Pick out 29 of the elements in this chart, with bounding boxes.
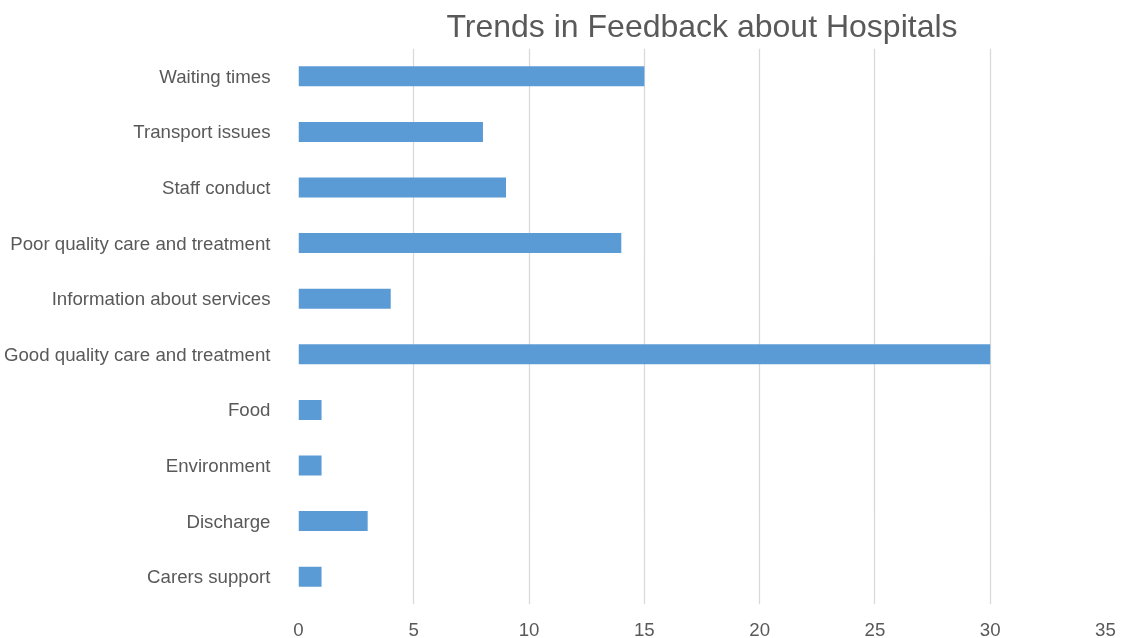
bar — [298, 344, 991, 365]
y-tick-label: Discharge — [186, 510, 271, 532]
bar — [298, 399, 322, 420]
x-tick-label: 15 — [633, 618, 655, 638]
y-tick-label: Food — [227, 399, 271, 421]
x-tick-label: 0 — [293, 618, 304, 638]
bar — [298, 566, 322, 587]
y-tick-label: Carers support — [147, 566, 272, 588]
y-tick-label: Waiting times — [159, 65, 271, 87]
x-tick-label: 5 — [408, 618, 419, 638]
x-tick-label: 25 — [864, 618, 886, 638]
y-tick-label: Good quality care and treatment — [3, 343, 272, 365]
y-tick-label: Staff conduct — [161, 177, 272, 198]
x-tick-label: 30 — [979, 618, 1001, 638]
bar — [298, 233, 622, 254]
x-tick-label: 10 — [518, 618, 540, 638]
bar — [298, 177, 507, 198]
y-tick-label: Transport issues — [133, 121, 271, 143]
bar — [298, 66, 645, 87]
bar — [298, 455, 322, 476]
bar — [298, 511, 368, 532]
y-tick-label: Environment — [165, 455, 272, 476]
y-tick-label: Information about services — [51, 288, 271, 310]
y-tick-label: Poor quality care and treatment — [10, 232, 272, 254]
bar — [298, 288, 391, 309]
x-tick-label: 35 — [1095, 618, 1116, 638]
chart-title: Trends in Feedback about Hospitals — [446, 7, 958, 44]
x-tick-label: 20 — [749, 618, 771, 638]
bar — [298, 121, 483, 142]
